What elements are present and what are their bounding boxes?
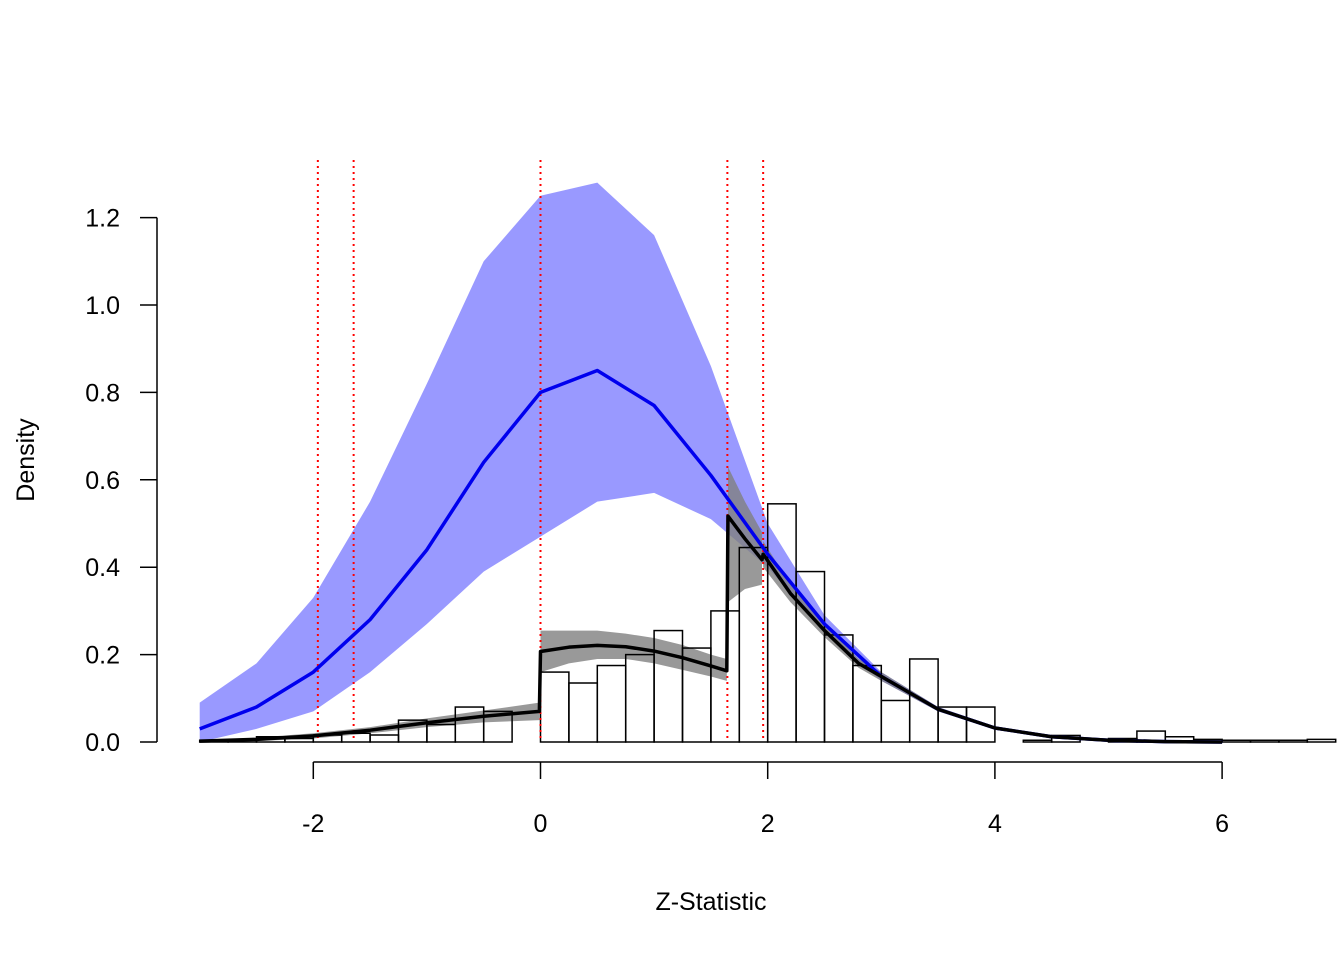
histogram-bars <box>198 503 1337 743</box>
histogram-bar <box>568 682 599 743</box>
density-confidence-band <box>199 182 1223 742</box>
y-tick-label: 0.8 <box>85 379 120 407</box>
fitted-curve-line <box>199 514 1223 744</box>
y-tick-label: 0.2 <box>85 642 120 670</box>
histogram-bar <box>965 706 996 743</box>
x-axis-title: Z-Statistic <box>655 888 766 916</box>
y-tick-label: 0.6 <box>85 467 120 495</box>
fitted-band-segment-4 <box>763 540 1223 742</box>
histogram-bar <box>1221 739 1252 743</box>
histogram-bar <box>1278 739 1309 743</box>
x-axis: -2 0 2 4 6 <box>302 761 1229 838</box>
fitted-band-segment-1 <box>199 702 540 742</box>
histogram-bar <box>1249 739 1280 743</box>
y-tick-label: 0.4 <box>85 554 120 582</box>
threshold-lines <box>316 160 765 742</box>
histogram-bar <box>880 699 911 743</box>
histogram-bar <box>624 653 655 743</box>
y-tick-label: 1.0 <box>85 292 120 320</box>
y-tick-label: 1.2 <box>85 205 120 233</box>
x-tick-label: 4 <box>988 810 1002 838</box>
histogram-bar <box>539 671 570 743</box>
y-axis-title: Density <box>12 418 40 502</box>
density-band-area <box>199 182 1223 742</box>
fitted-band-segment-2 <box>540 630 727 681</box>
histogram-bar <box>908 658 939 743</box>
histogram-bar <box>369 734 400 743</box>
fitted-band-segment-3 <box>727 466 763 603</box>
histogram-bar <box>1306 738 1337 743</box>
x-tick-label: 0 <box>534 810 548 838</box>
histogram-bar <box>482 710 513 743</box>
histogram-bar <box>426 723 457 743</box>
fitted-curve-group <box>199 514 1223 744</box>
x-tick-label: -2 <box>302 810 324 838</box>
fitted-confidence-band <box>199 466 1223 742</box>
x-tick-label: 6 <box>1215 810 1229 838</box>
histogram-bar <box>596 664 627 743</box>
x-tick-label: 2 <box>761 810 775 838</box>
histogram-bar <box>1022 739 1053 743</box>
y-tick-label: 0.0 <box>85 729 120 757</box>
y-axis: 0.0 0.2 0.4 0.6 0.8 1.0 1.2 <box>85 205 158 757</box>
